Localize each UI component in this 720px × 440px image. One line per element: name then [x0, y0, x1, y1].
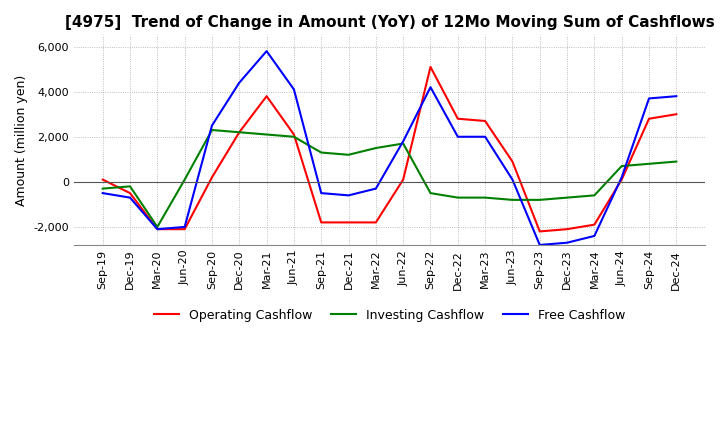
Operating Cashflow: [644, 116, 653, 121]
Operating Cashflow: [590, 222, 599, 227]
Free Cashflow: [481, 134, 490, 139]
Free Cashflow: [563, 240, 572, 246]
Investing Cashflow: [344, 152, 353, 158]
Investing Cashflow: [481, 195, 490, 200]
Free Cashflow: [153, 227, 162, 232]
Legend: Operating Cashflow, Investing Cashflow, Free Cashflow: Operating Cashflow, Investing Cashflow, …: [149, 304, 630, 327]
Operating Cashflow: [617, 177, 626, 182]
Investing Cashflow: [426, 191, 435, 196]
Free Cashflow: [536, 242, 544, 248]
Investing Cashflow: [153, 224, 162, 230]
Line: Free Cashflow: Free Cashflow: [103, 51, 676, 245]
Operating Cashflow: [126, 191, 135, 196]
Operating Cashflow: [454, 116, 462, 121]
Operating Cashflow: [180, 227, 189, 232]
Operating Cashflow: [235, 130, 243, 135]
Operating Cashflow: [481, 118, 490, 124]
Operating Cashflow: [262, 94, 271, 99]
Investing Cashflow: [126, 184, 135, 189]
Free Cashflow: [426, 84, 435, 90]
Investing Cashflow: [399, 141, 408, 146]
Title: [4975]  Trend of Change in Amount (YoY) of 12Mo Moving Sum of Cashflows: [4975] Trend of Change in Amount (YoY) o…: [65, 15, 714, 30]
Investing Cashflow: [508, 197, 517, 202]
Free Cashflow: [590, 233, 599, 238]
Free Cashflow: [99, 191, 107, 196]
Operating Cashflow: [508, 159, 517, 164]
Investing Cashflow: [317, 150, 325, 155]
Free Cashflow: [399, 139, 408, 144]
Investing Cashflow: [262, 132, 271, 137]
Investing Cashflow: [644, 161, 653, 166]
Investing Cashflow: [99, 186, 107, 191]
Free Cashflow: [317, 191, 325, 196]
Investing Cashflow: [672, 159, 680, 164]
Investing Cashflow: [372, 145, 380, 150]
Operating Cashflow: [153, 227, 162, 232]
Free Cashflow: [644, 96, 653, 101]
Investing Cashflow: [289, 134, 298, 139]
Operating Cashflow: [317, 220, 325, 225]
Operating Cashflow: [207, 175, 216, 180]
Operating Cashflow: [672, 112, 680, 117]
Investing Cashflow: [207, 127, 216, 132]
Free Cashflow: [617, 175, 626, 180]
Investing Cashflow: [617, 163, 626, 169]
Free Cashflow: [289, 87, 298, 92]
Free Cashflow: [344, 193, 353, 198]
Line: Investing Cashflow: Investing Cashflow: [103, 130, 676, 227]
Operating Cashflow: [289, 132, 298, 137]
Investing Cashflow: [536, 197, 544, 202]
Free Cashflow: [262, 48, 271, 54]
Operating Cashflow: [426, 64, 435, 70]
Line: Operating Cashflow: Operating Cashflow: [103, 67, 676, 231]
Investing Cashflow: [180, 177, 189, 182]
Y-axis label: Amount (million yen): Amount (million yen): [15, 74, 28, 206]
Operating Cashflow: [344, 220, 353, 225]
Investing Cashflow: [454, 195, 462, 200]
Operating Cashflow: [372, 220, 380, 225]
Free Cashflow: [454, 134, 462, 139]
Free Cashflow: [235, 80, 243, 85]
Investing Cashflow: [235, 130, 243, 135]
Free Cashflow: [126, 195, 135, 200]
Free Cashflow: [180, 224, 189, 230]
Investing Cashflow: [590, 193, 599, 198]
Free Cashflow: [372, 186, 380, 191]
Operating Cashflow: [99, 177, 107, 182]
Operating Cashflow: [536, 229, 544, 234]
Investing Cashflow: [563, 195, 572, 200]
Free Cashflow: [207, 123, 216, 128]
Operating Cashflow: [563, 227, 572, 232]
Free Cashflow: [508, 177, 517, 182]
Free Cashflow: [672, 94, 680, 99]
Operating Cashflow: [399, 177, 408, 182]
